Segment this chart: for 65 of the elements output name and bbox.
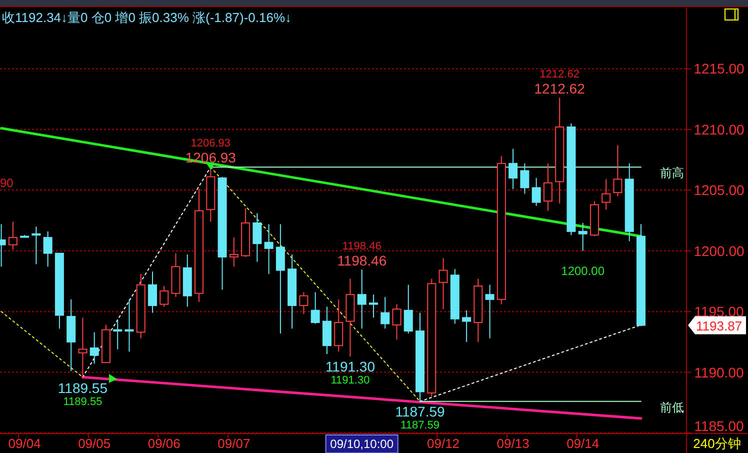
chart-title: 收1192.34↓量0 仓0 增0 振0.33% 涨(-1.87)-0.16%↓ (2, 10, 292, 25)
candlestick (113, 320, 122, 350)
annotation: 1189.55 (63, 396, 102, 408)
annotation: 1206.93 (185, 150, 236, 166)
y-tick-label: 1205.00 (694, 182, 745, 198)
annotation: 1187.59 (400, 420, 440, 432)
candlestick (32, 226, 41, 265)
x-tick-label: 09/12 (427, 436, 460, 451)
text: 09/10,10:00 (330, 437, 394, 451)
series-label: 前高 (660, 166, 684, 180)
candlestick (380, 296, 390, 330)
x-tick-label: 09/05 (78, 436, 111, 451)
annotation: 1191.30 (325, 358, 376, 374)
candlestick (252, 212, 262, 262)
candlestick (229, 237, 238, 268)
candlestick (543, 162, 552, 212)
candlestick (404, 284, 413, 334)
candlestick (532, 178, 541, 206)
candlestick (520, 162, 530, 194)
annotation: 1187.59 (395, 404, 446, 420)
x-tick-label: 09/06 (148, 436, 180, 451)
y-tick-label: 1200.00 (694, 242, 745, 259)
x-tick-label: 09/07 (218, 436, 250, 451)
candlestick (368, 294, 378, 318)
y-tick-label: 1190.00 (694, 364, 744, 380)
y-tick-label: 1215.00 (694, 60, 745, 77)
candlestick (508, 148, 518, 190)
x-tick-label: 09/13 (496, 436, 530, 451)
candlestick (602, 178, 611, 210)
candlestick (8, 221, 18, 250)
candlestick (392, 304, 402, 340)
candlestick (334, 298, 344, 352)
y-tick-label: 1185.00 (694, 418, 744, 434)
annotation: 1189.55 (58, 380, 108, 396)
candlestick (357, 269, 366, 330)
annotation: 1212.62 (540, 68, 580, 81)
series-label: 前低 (660, 400, 684, 414)
x-tick-label: 09/14 (566, 436, 600, 451)
candlestick (124, 298, 134, 352)
candlestick (160, 286, 169, 308)
annotation: 1198.46 (342, 240, 382, 253)
y-tick-label: 1210.00 (694, 121, 745, 138)
candlestick (485, 284, 494, 339)
candlestick (78, 317, 88, 378)
annotation: 90 (0, 176, 14, 190)
candlestick (264, 224, 274, 274)
x-tick-label: 09/04 (8, 436, 41, 451)
candlestick (578, 222, 588, 252)
candlestick (299, 292, 308, 314)
candlestick (276, 224, 285, 334)
annotation: 1198.46 (337, 252, 387, 269)
candlestick (148, 271, 157, 314)
candlestick (613, 144, 622, 197)
y-tick-label: 1195.00 (694, 304, 744, 320)
annotation: 1191.30 (330, 374, 370, 386)
candlestick (310, 292, 320, 324)
text: 240分钟 (693, 436, 741, 451)
candlestick (438, 258, 448, 310)
candlestick (90, 332, 99, 364)
candlestick (43, 230, 52, 268)
candlestick (462, 310, 472, 342)
annotation: 1200.00 (561, 264, 605, 278)
text: 1193.87 (696, 318, 742, 334)
annotation: 1212.62 (534, 80, 586, 97)
annotation: 1206.93 (190, 138, 231, 150)
